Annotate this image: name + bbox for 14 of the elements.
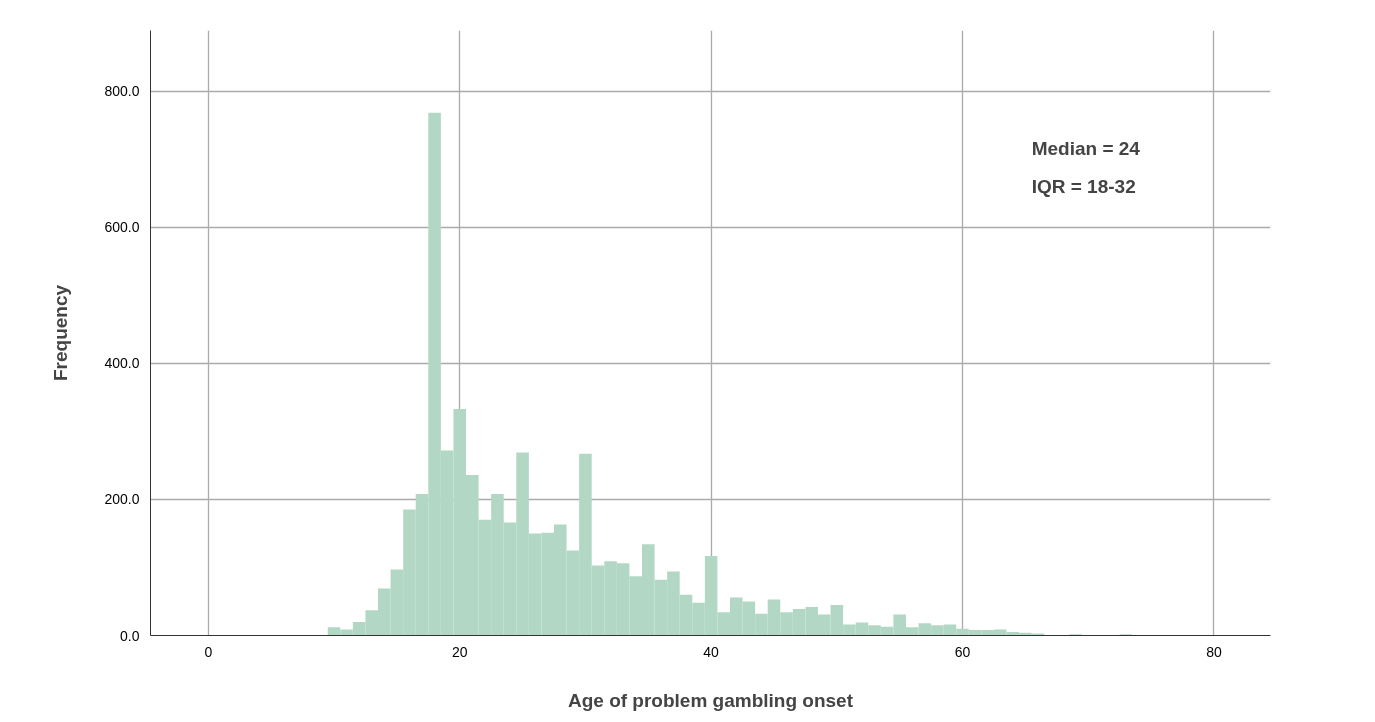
x-tick-label: 0 <box>204 643 213 660</box>
y-tick-label: 800.0 <box>104 83 140 100</box>
x-tick-label: 60 <box>954 643 971 660</box>
y-tick-label: 600.0 <box>104 219 140 236</box>
annotation: Median = 24 <box>1031 138 1141 160</box>
y-tick-label: 0.0 <box>120 627 140 644</box>
y-tick-label: 200.0 <box>104 491 140 508</box>
x-tick-label: 40 <box>703 643 720 660</box>
x-tick-label: 80 <box>1206 643 1222 660</box>
x-axis-title: Age of problem gambling onset <box>568 689 854 711</box>
y-axis-title: Frequency <box>50 284 72 382</box>
x-tick-label: 20 <box>451 643 468 660</box>
annotation: IQR = 18-32 <box>1031 175 1136 197</box>
y-tick-label: 400.0 <box>104 355 140 372</box>
